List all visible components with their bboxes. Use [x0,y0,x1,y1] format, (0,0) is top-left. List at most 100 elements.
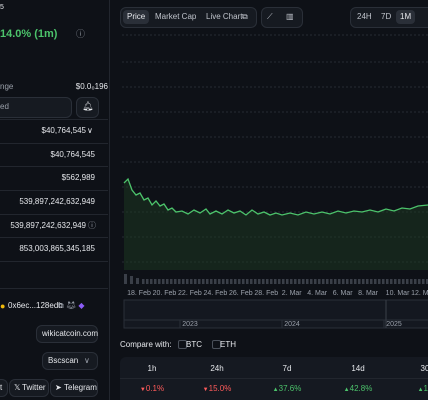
navigator-years: 2023 2024 2025 [179,320,402,328]
row-separator [0,166,108,167]
stat-value: $562,989 [61,173,95,182]
alert-button[interactable] [76,97,99,118]
row-separator [0,261,108,262]
twitter-icon: 𝕏 [14,383,21,392]
tab[interactable]: Market Cap [155,12,197,21]
year-label: 2025 [386,321,402,328]
change-value: 15.0% [208,384,232,393]
range-option[interactable]: 1M [396,10,416,24]
x-tick-label: 26. Feb [229,290,253,297]
telegram-icon: ➤ [55,383,62,392]
x-tick-label: 24. Feb [203,290,227,297]
x-axis: 18. Feb 20. Feb 22. Feb 24. Feb 26. Feb 28. F… [127,290,428,297]
stat-value: 853,003,865,345,185 [19,244,95,253]
checkbox[interactable] [212,340,221,349]
stat-value: $40,764,545 [50,150,96,159]
direction-arrow: ▼ [139,387,146,393]
compare-option: ETH [220,340,236,349]
price-line [123,177,428,216]
column-header: 7d [282,364,292,373]
dropdown-icon: ∨ [84,356,90,365]
compare-option: BTC [186,340,202,349]
volume-bars [124,274,428,284]
column-header: 24h [210,364,224,373]
x-tick-label: 22. Feb [178,290,202,297]
checkbox[interactable] [178,340,187,349]
range-label: nge [0,82,14,91]
x-tick-label: 20. Feb [153,290,177,297]
change-value: 42.8% [349,384,373,393]
stat-value: 539,897,242,632,949 [19,197,95,206]
row-separator [0,288,108,289]
website-link: wikicatcoin.com [42,329,99,338]
x-tick-label: 8. Mar [358,290,379,297]
social-button[interactable] [0,379,8,397]
tab[interactable]: Live Chart [206,12,243,21]
change-value: 0.1% [145,384,165,393]
chart-style-group[interactable] [261,7,303,28]
telegram-button[interactable] [50,379,98,397]
row-separator [0,214,108,215]
volume-bar [136,278,139,284]
row-separator [0,237,108,238]
search-placeholder: ed [0,102,9,111]
row-separator [0,190,108,191]
search-input[interactable] [0,97,72,118]
twitter-button[interactable] [9,379,49,397]
change-value: 16 [423,384,428,393]
tab-group [120,7,257,28]
column-header: 14d [351,364,365,373]
bell-icon: 🔔︎ [82,101,94,111]
change-cell: ▲42.8% [344,384,373,395]
telegram-link: Telegram [64,383,97,392]
row-separator [0,143,108,144]
table-divider [120,378,428,379]
contract-address: 0x6ec...128edb [8,301,63,310]
direction-arrow: ▲ [272,387,279,393]
price-area [124,179,428,270]
volume-bar [130,276,133,284]
x-tick-label: 4. Mar [307,290,328,297]
change-cell: ▼15.0% [203,384,232,395]
change-cell: ▲16 [418,384,428,395]
price-change: 14.0% (1m) [0,28,58,40]
stat-value: $40,764,545 [41,126,87,135]
explorer-link: Bscscan [48,356,79,365]
chart: 18. Feb 20. Feb 22. Feb 24. Feb 26. Feb 28. F… [122,34,428,329]
direction-arrow: ▲ [417,387,424,393]
chain-icon: ● [0,301,6,311]
year-label: 2024 [284,321,300,328]
x-tick-label: 28. Feb [254,290,278,297]
x-tick-label: 6. Mar [333,290,354,297]
twitter-link: Twitter [22,383,46,392]
range-value: $0.0₀196 [75,82,108,91]
volume-bar [142,279,428,284]
tab[interactable]: Price [123,10,150,24]
volume-bar [124,274,127,284]
copy-icons[interactable]: ⧉ 🦊︎ ◆ [58,301,85,310]
range-option[interactable]: 24H [357,12,372,21]
explorer-button[interactable] [42,352,98,370]
change-cell: ▼0.1% [140,384,164,395]
year-label: 2023 [182,321,198,328]
info-icon: ⓘ [88,221,96,230]
info-icon: ⓘ [76,29,86,39]
line-icon[interactable]: ⟋ [267,12,273,21]
dropdown-icon: ∨ [87,126,93,135]
change-cell: ▲37.6% [273,384,302,395]
navigator[interactable] [123,299,428,329]
x-tick-label: 2. Mar [282,290,303,297]
range-option[interactable]: 7D [381,12,392,21]
row-separator [0,119,108,120]
column-header: 1h [147,364,157,373]
compare-label: Compare with: [120,340,172,349]
direction-arrow: ▲ [343,387,350,393]
external-icon: ⧉ [242,12,248,21]
column-header: 30 [420,364,428,373]
stat-value: 539,897,242,632,949 [10,221,86,230]
direction-arrow: ▼ [202,387,209,393]
x-tick-label: 10. Mar [386,290,410,297]
candle-icon[interactable]: ▥ [286,12,294,21]
website-button[interactable] [36,325,98,343]
change-value: 37.6% [278,384,302,393]
